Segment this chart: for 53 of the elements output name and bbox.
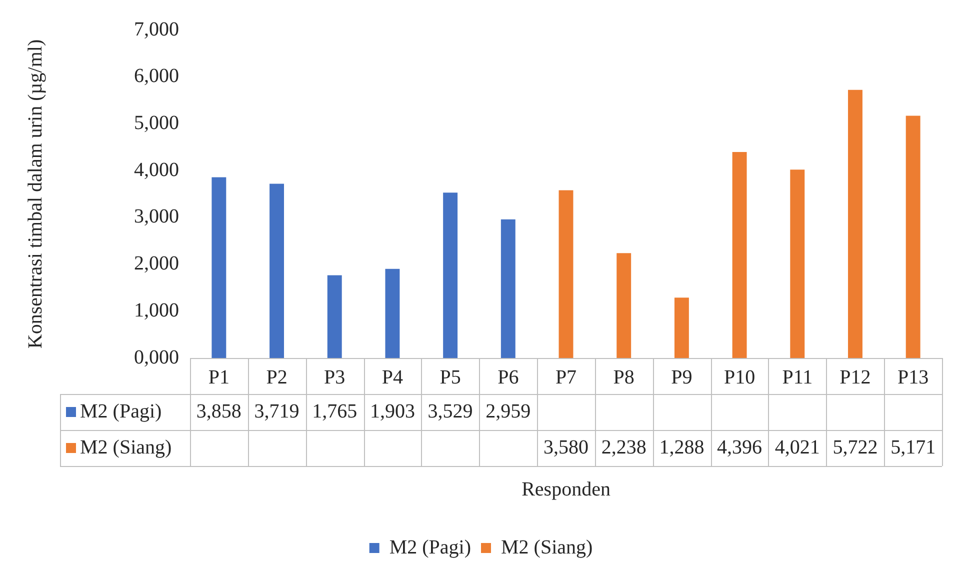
y-tick-label: 7,000 [134, 18, 179, 40]
y-tick-label: 2,000 [134, 252, 179, 275]
x-tick-label: P1 [208, 366, 230, 388]
bar [790, 170, 805, 358]
x-tick-label: P3 [324, 366, 346, 388]
bar [674, 298, 689, 358]
text: M2 (Siang) [80, 436, 172, 458]
x-tick-label: P8 [613, 366, 634, 388]
data-label: 2,959 [486, 400, 531, 422]
y-tick-label: 3,000 [134, 206, 179, 228]
x-tick-label: P2 [266, 366, 288, 388]
x-tick-label: P6 [498, 366, 519, 388]
bar [616, 253, 632, 358]
bar [270, 184, 284, 358]
y-tick-label: 6,000 [134, 65, 179, 88]
x-tick-label: P13 [898, 366, 929, 388]
y-tick-label: 0,000 [134, 346, 179, 368]
data-label: 4,396 [717, 436, 762, 458]
y-tick-label: 4,000 [134, 158, 179, 181]
data-label: 5,171 [890, 436, 936, 458]
data-label: 1,288 [659, 436, 704, 458]
data-label: 4,021 [774, 436, 820, 458]
x-tick-label: P9 [671, 366, 692, 388]
bar [327, 275, 342, 358]
bar [385, 268, 400, 358]
bar [848, 90, 862, 358]
x-tick-label: P10 [724, 366, 756, 388]
bar [906, 116, 920, 358]
bar [500, 219, 516, 358]
legend-label: M2 (Siang) [501, 536, 593, 558]
bar [558, 190, 574, 358]
data-label: 3,529 [428, 400, 473, 422]
bar [732, 152, 747, 358]
data-label: 3,580 [544, 436, 588, 458]
x-tick-label: P12 [840, 366, 871, 388]
x-tick-label: P7 [555, 366, 577, 388]
bar [212, 177, 226, 358]
data-label: 1,765 [312, 400, 358, 422]
data-label: 3,858 [196, 400, 242, 422]
y-tick-label: 1,000 [134, 299, 179, 322]
text: M2 (Pagi) [389, 536, 472, 558]
x-tick-label: P5 [440, 366, 461, 388]
bar [443, 192, 458, 358]
x-tick-label: P4 [382, 366, 404, 388]
data-label: 1,903 [370, 400, 415, 422]
legend-label: M2 (Pagi) [80, 400, 162, 422]
data-label: 2,238 [601, 436, 646, 458]
data-label: 5,722 [832, 436, 878, 458]
x-axis-title: Responden [522, 478, 610, 500]
y-tick-label: 5,000 [134, 112, 179, 134]
x-tick-label: P11 [782, 366, 813, 388]
y-axis-title: Konsentrasi timbal dalam urin (µg/ml) [24, 39, 46, 349]
data-label: 3,719 [254, 400, 300, 422]
